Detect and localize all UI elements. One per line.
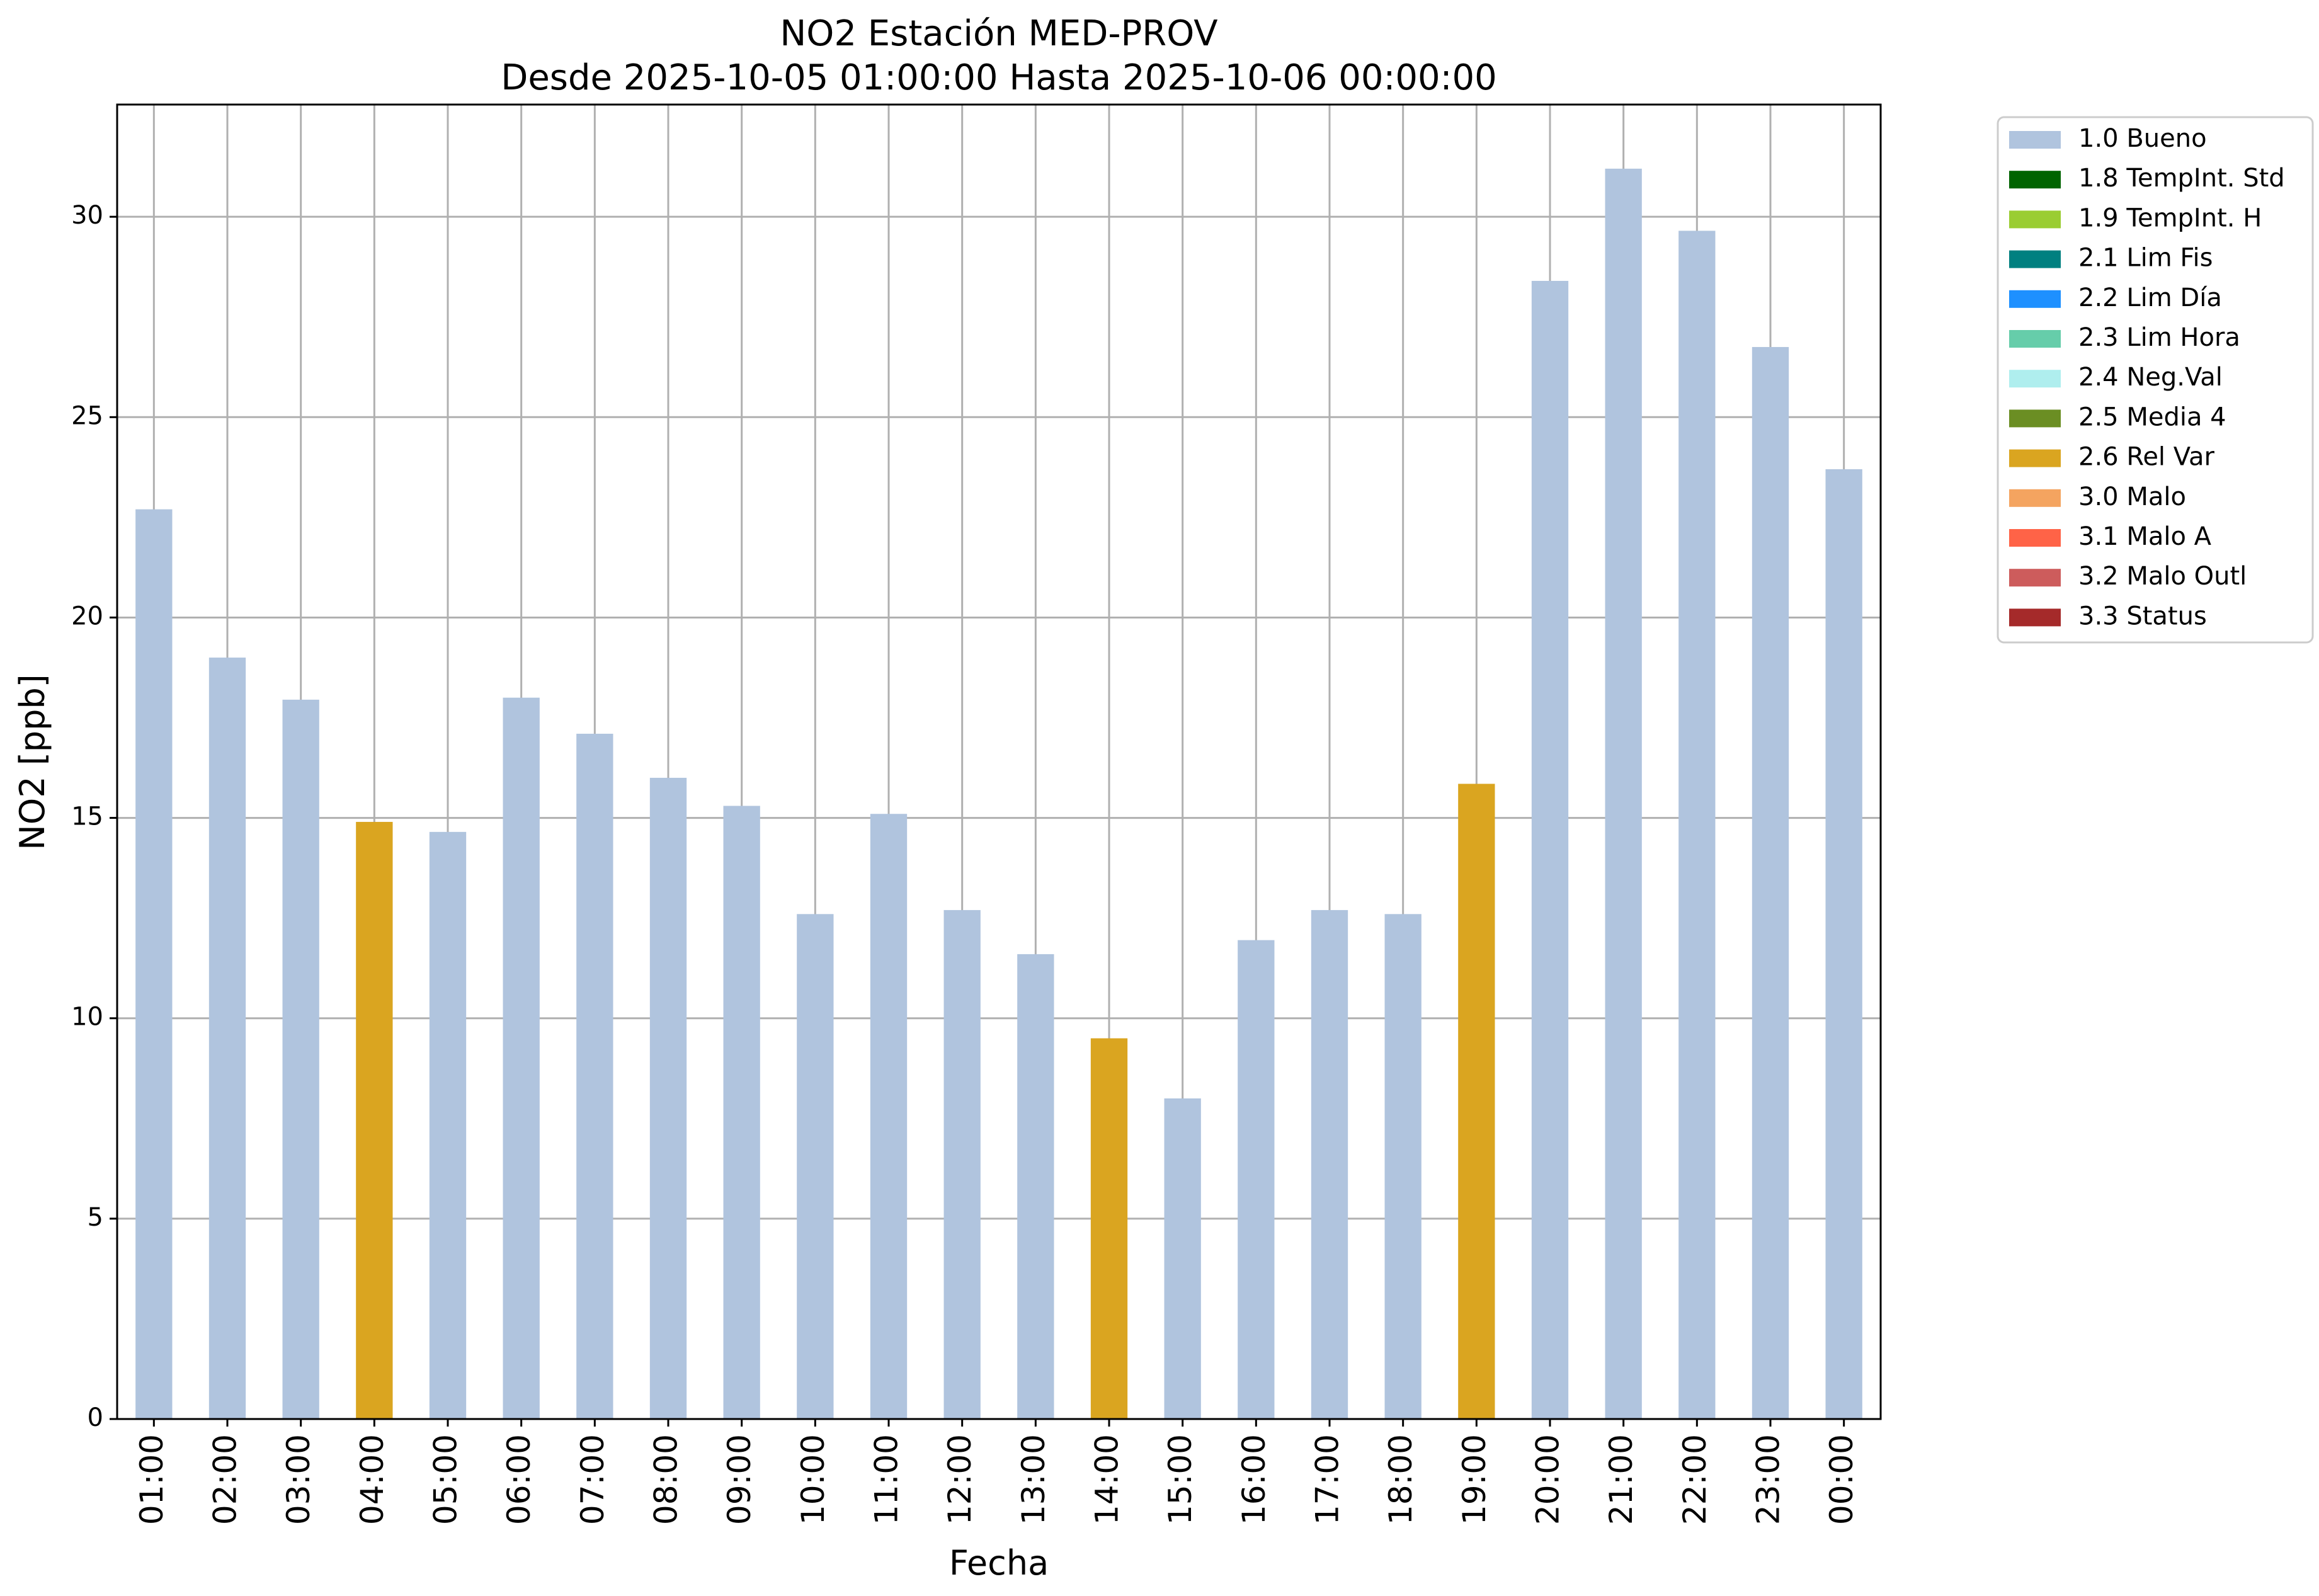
x-tick-label: 23:00 — [1750, 1434, 1787, 1525]
bar-1800 — [1384, 914, 1422, 1419]
legend-label: 3.3 Status — [2078, 601, 2207, 630]
legend-swatch — [2009, 370, 2061, 388]
bars — [135, 168, 1862, 1420]
legend-label: 2.4 Neg.Val — [2078, 363, 2223, 392]
x-tick-label: 21:00 — [1603, 1434, 1639, 1525]
y-tick-label: 20 — [71, 601, 103, 630]
legend-swatch — [2009, 449, 2061, 467]
x-axis-ticks: 01:00 02:00 03:00 04:00 05:00 06:00 07:00 08:00… — [134, 1419, 1860, 1525]
x-tick-label: 17:00 — [1309, 1434, 1346, 1525]
x-tick-label: 04:00 — [354, 1434, 390, 1525]
legend-swatch — [2009, 330, 2061, 348]
bar-2100 — [1605, 168, 1642, 1419]
x-tick-label: 12:00 — [942, 1434, 978, 1525]
legend-swatch — [2009, 489, 2061, 507]
bar-2000 — [1531, 280, 1569, 1420]
bar-0800 — [649, 777, 687, 1419]
x-tick-label: 09:00 — [721, 1434, 758, 1525]
bar-1400 — [1090, 1038, 1128, 1419]
x-tick-label: 05:00 — [428, 1434, 464, 1525]
bar-2300 — [1752, 346, 1789, 1419]
legend-label: 2.2 Lim Día — [2078, 283, 2222, 312]
legend-swatch — [2009, 210, 2061, 229]
legend-label: 2.3 Lim Hora — [2078, 323, 2240, 352]
bar-0000 — [1825, 469, 1862, 1419]
bar-1200 — [943, 909, 981, 1419]
x-tick-label: 08:00 — [648, 1434, 685, 1525]
bar-1700 — [1311, 909, 1348, 1419]
chart-subtitle: Desde 2025-10-05 01:00:00 Hasta 2025-10-… — [501, 57, 1497, 98]
x-tick-label: 02:00 — [207, 1434, 244, 1525]
bar-1300 — [1017, 954, 1054, 1419]
legend-items: 1.0 Bueno 1.8 TempInt. Std 1.9 TempInt. H 2… — [2009, 124, 2285, 630]
x-tick-label: 16:00 — [1236, 1434, 1272, 1525]
y-axis-label: NO2 [ppb] — [13, 674, 52, 850]
legend-swatch — [2009, 171, 2061, 189]
legend-swatch — [2009, 290, 2061, 308]
bar-0300 — [282, 699, 319, 1419]
bar-1600 — [1238, 940, 1275, 1419]
legend-box — [1997, 116, 2314, 644]
y-tick-label: 10 — [71, 1003, 103, 1032]
legend-label: 1.9 TempInt. H — [2078, 203, 2262, 232]
legend-label: 3.2 Malo Outl — [2078, 562, 2247, 591]
legend-swatch — [2009, 131, 2061, 149]
x-tick-label: 13:00 — [1015, 1434, 1052, 1525]
bar-0600 — [503, 697, 540, 1419]
legend-swatch — [2009, 608, 2061, 627]
x-tick-label: 14:00 — [1089, 1434, 1125, 1525]
bar-0100 — [135, 509, 173, 1419]
y-tick-label: 5 — [88, 1203, 103, 1232]
x-tick-label: 20:00 — [1530, 1434, 1566, 1525]
bar-1000 — [797, 914, 834, 1419]
bar-1500 — [1164, 1098, 1201, 1419]
x-tick-label: 11:00 — [869, 1434, 905, 1525]
legend-label: 3.1 Malo A — [2078, 522, 2212, 551]
bar-1100 — [870, 814, 908, 1419]
bar-0400 — [356, 821, 393, 1419]
y-tick-label: 25 — [71, 401, 103, 430]
x-axis-label: Fecha — [949, 1543, 1049, 1583]
bar-0500 — [429, 831, 467, 1419]
chart-title: NO2 Estación MED-PROV — [780, 13, 1217, 54]
x-tick-label: 06:00 — [501, 1434, 537, 1525]
y-tick-label: 15 — [71, 802, 103, 831]
legend: 1.0 Bueno 1.8 TempInt. Std 1.9 TempInt. H 2… — [1997, 116, 2314, 644]
x-tick-label: 03:00 — [280, 1434, 317, 1525]
legend-swatch — [2009, 250, 2061, 268]
legend-label: 2.1 Lim Fis — [2078, 244, 2213, 273]
bar-1900 — [1458, 784, 1495, 1419]
y-tick-label: 0 — [88, 1403, 103, 1432]
legend-label: 2.6 Rel Var — [2078, 443, 2215, 472]
bar-2200 — [1678, 231, 1716, 1419]
bar-0900 — [723, 806, 760, 1419]
legend-label: 1.0 Bueno — [2078, 124, 2207, 153]
x-tick-label: 07:00 — [574, 1434, 611, 1525]
legend-swatch — [2009, 569, 2061, 587]
bar-0700 — [576, 733, 613, 1419]
x-tick-label: 19:00 — [1456, 1434, 1493, 1525]
x-tick-label: 22:00 — [1677, 1434, 1713, 1525]
x-tick-label: 01:00 — [134, 1434, 170, 1525]
legend-swatch — [2009, 409, 2061, 428]
legend-label: 1.8 TempInt. Std — [2078, 164, 2285, 193]
x-tick-label: 10:00 — [795, 1434, 831, 1525]
x-tick-label: 15:00 — [1162, 1434, 1199, 1525]
legend-swatch — [2009, 529, 2061, 547]
x-tick-label: 00:00 — [1823, 1434, 1860, 1525]
legend-label: 3.0 Malo — [2078, 482, 2186, 511]
plot-frame — [116, 103, 1882, 1420]
x-tick-label: 18:00 — [1382, 1434, 1419, 1525]
y-tick-label: 30 — [71, 201, 103, 230]
bar-0200 — [208, 658, 246, 1419]
y-axis-ticks: 0 5 10 15 20 25 30 — [71, 201, 117, 1432]
legend-label: 2.5 Media 4 — [2078, 402, 2226, 431]
